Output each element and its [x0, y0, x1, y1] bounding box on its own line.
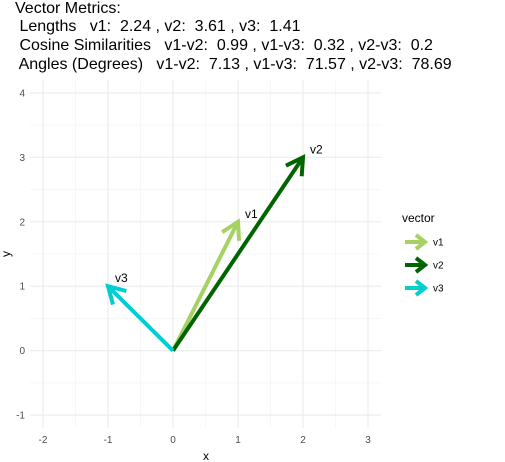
legend-key-v3-head	[414, 279, 429, 297]
legend-label-v1: v1	[433, 238, 444, 249]
vector-v2-head	[285, 154, 306, 177]
vector-v3-head	[105, 283, 127, 306]
legend-key-v2-head	[414, 256, 429, 274]
vectors: v1 v2 v3	[105, 142, 323, 353]
y-tick-label: 2	[19, 217, 25, 228]
legend-key-v1-head	[414, 233, 429, 251]
x-tick-label: -2	[39, 435, 48, 446]
vector-v1-head	[221, 218, 242, 241]
x-axis-label: x	[203, 449, 209, 462]
x-tick-label: 3	[365, 435, 371, 446]
y-tick-label: 3	[19, 153, 25, 164]
title-line-2: Lengths v1: 2.24 , v2: 3.61 , v3: 1.41	[15, 18, 301, 35]
legend: vector v1 v2 v3	[402, 211, 444, 297]
legend-title: vector	[402, 211, 435, 225]
x-tick-label: 1	[235, 435, 241, 446]
legend-label-v3: v3	[433, 284, 444, 295]
grid	[30, 80, 381, 428]
title-line-4: Angles (Degrees) v1-v2: 7.13 , v1-v3: 71…	[15, 56, 452, 73]
vector-v1-shaft	[171, 220, 240, 352]
x-tick-label: 0	[170, 435, 176, 446]
legend-label-v2: v2	[433, 261, 444, 272]
x-tick-label: 2	[300, 435, 306, 446]
y-axis-label: y	[0, 251, 13, 257]
x-tick-label: -1	[104, 435, 113, 446]
y-tick-label: -1	[16, 411, 25, 422]
y-tick-label: 4	[19, 88, 25, 99]
title-line-3: Cosine Similarities v1-v2: 0.99 , v1-v3:…	[15, 37, 433, 54]
y-tick-label: 0	[19, 346, 25, 357]
vector-v3-label: v3	[115, 271, 128, 285]
vector-v2-shaft	[171, 156, 305, 352]
vector-v3-shaft	[106, 284, 175, 353]
vector-v2-label: v2	[310, 142, 323, 156]
y-tick-label: 1	[19, 282, 25, 293]
vector-v1-label: v1	[245, 207, 258, 221]
title-line-1: Vector Metrics:	[15, 0, 121, 17]
tick-labels: -2 -1 0 1 2 3 -1 0 1 2 3 4	[16, 88, 371, 446]
